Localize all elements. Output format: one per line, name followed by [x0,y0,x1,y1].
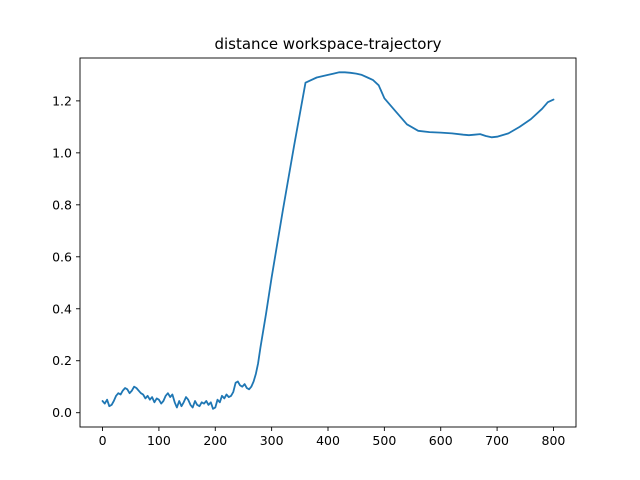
axes: 0 100 200 300 400 500 600 700 800 0.0 0.2 0.4 0.6 0.8… [52,57,577,448]
y-tick-label: 0.2 [52,353,72,368]
x-tick-label: 300 [260,433,284,448]
y-tick-label: 1.2 [52,93,72,108]
y-tick-label: 1.0 [52,145,72,160]
y-tick-label: 0.8 [52,197,72,212]
series-line-0 [101,71,555,410]
x-tick-label: 800 [542,433,566,448]
x-tick-label: 200 [203,433,227,448]
x-tick-label: 700 [485,433,509,448]
plot-area [101,71,555,410]
x-tick-label: 500 [372,433,396,448]
y-tick-label: 0.0 [52,405,72,420]
x-tick-label: 0 [99,433,107,448]
y-tick-label: 0.4 [52,301,72,316]
chart-title: distance workspace-trajectory [214,35,441,53]
x-tick-label: 400 [316,433,340,448]
x-tick-label: 600 [429,433,453,448]
x-tick-label: 100 [147,433,171,448]
y-tick-label: 0.6 [52,249,72,264]
